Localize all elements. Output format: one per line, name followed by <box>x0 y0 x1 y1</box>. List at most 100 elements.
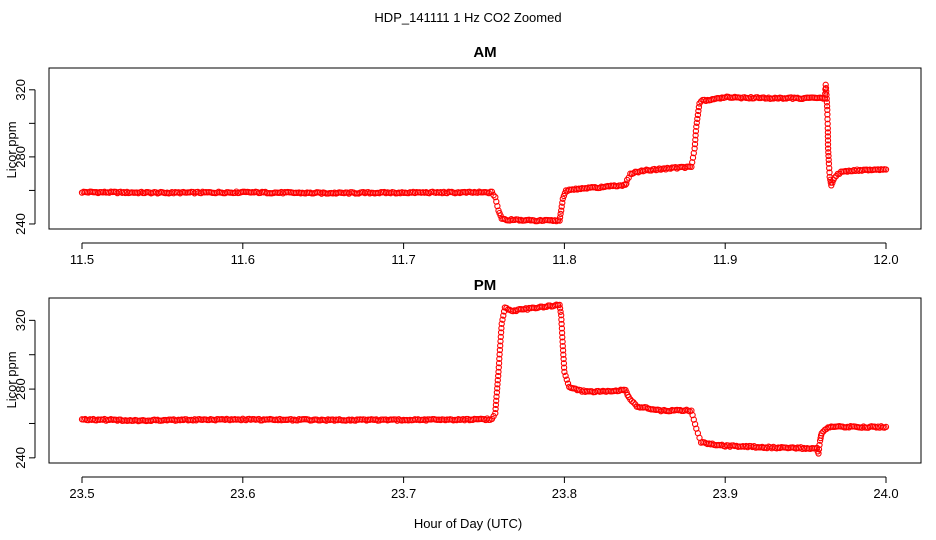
am-point <box>828 182 835 189</box>
am-point <box>824 145 832 152</box>
pm-point <box>493 389 501 396</box>
am-point <box>692 132 699 139</box>
pm-point <box>497 342 504 349</box>
pm-point <box>815 446 823 453</box>
am-panel: AM Licor ppm 11.5 11.6 11.7 11.8 11.9 12.0 240… <box>4 44 922 267</box>
am-point <box>825 152 832 160</box>
pm-point <box>500 312 507 319</box>
am-point <box>691 145 698 152</box>
pm-point <box>563 376 570 383</box>
am-point <box>824 120 831 127</box>
pm-point <box>560 355 567 363</box>
am-x-tick-label: 11.5 <box>70 252 94 267</box>
am-x-tick-label: 11.7 <box>391 252 415 267</box>
pm-point <box>499 316 506 323</box>
pm-point <box>816 441 823 449</box>
pm-point <box>818 430 825 437</box>
am-point <box>625 174 632 181</box>
pm-x-tick-label: 23.6 <box>230 486 255 501</box>
pm-point <box>495 372 502 380</box>
pm-point <box>558 325 566 332</box>
pm-point <box>564 380 572 387</box>
am-point <box>824 116 831 123</box>
pm-point <box>558 329 566 337</box>
am-point <box>694 111 702 119</box>
am-data-points <box>78 81 890 225</box>
pm-point <box>630 399 637 406</box>
pm-point <box>495 364 502 371</box>
am-point <box>694 115 701 123</box>
pm-point <box>503 304 510 312</box>
am-point <box>822 81 829 88</box>
pm-y-axis-label: Licor ppm <box>4 351 19 408</box>
pm-point <box>495 360 503 367</box>
pm-point <box>815 450 822 457</box>
pm-point <box>560 360 568 367</box>
pm-point <box>495 368 502 376</box>
pm-point <box>559 338 566 345</box>
am-point <box>825 149 832 156</box>
pm-point <box>628 398 636 405</box>
am-point <box>824 133 832 140</box>
pm-point <box>556 301 563 309</box>
am-y-tick-label: 280 <box>13 146 28 168</box>
am-point <box>824 125 831 132</box>
am-point <box>824 137 832 144</box>
am-point <box>695 103 703 111</box>
am-point <box>823 103 831 110</box>
pm-point <box>496 351 503 358</box>
pm-panel-title: PM <box>474 277 497 294</box>
am-point <box>692 127 700 135</box>
am-point <box>824 106 831 114</box>
am-point <box>823 95 830 102</box>
am-point <box>559 199 566 206</box>
am-point <box>488 188 496 195</box>
am-point <box>826 169 833 176</box>
x-axis-label: Hour of Day (UTC) <box>414 516 522 531</box>
pm-point <box>497 333 504 341</box>
am-point <box>558 203 565 210</box>
pm-y-tick-label: 280 <box>13 378 28 400</box>
pm-plot-frame <box>48 297 922 464</box>
am-point <box>691 140 699 148</box>
pm-point <box>558 312 565 319</box>
am-point <box>692 136 699 143</box>
pm-point <box>498 325 505 332</box>
pm-point <box>557 308 564 315</box>
pm-point <box>497 338 504 345</box>
pm-point <box>559 334 566 341</box>
pm-point <box>494 385 501 392</box>
pm-point <box>560 351 567 358</box>
am-point <box>825 160 833 167</box>
am-point <box>693 123 700 130</box>
am-point <box>556 217 563 224</box>
am-point <box>825 156 832 163</box>
figure-title: HDP_141111 1 Hz CO2 Zoomed <box>374 10 561 25</box>
pm-x-tick-label: 23.7 <box>391 486 416 501</box>
pm-point <box>882 423 890 431</box>
pm-x-tick-label: 24.0 <box>873 486 898 501</box>
am-y-axis-label: Licor ppm <box>4 121 19 178</box>
pm-point <box>492 405 499 413</box>
pm-point <box>496 346 504 354</box>
pm-y-tick-label: 240 <box>13 447 28 469</box>
am-point <box>882 166 890 173</box>
am-point <box>623 180 630 187</box>
pm-point <box>494 377 501 384</box>
am-y-tick-label: 240 <box>13 213 28 235</box>
am-point <box>558 207 565 214</box>
am-y-tick-label: 320 <box>13 79 28 101</box>
am-point <box>490 192 497 199</box>
am-point <box>560 192 568 200</box>
am-point <box>826 164 833 172</box>
am-panel-title: AM <box>473 44 496 61</box>
pm-point <box>492 401 500 409</box>
pm-point <box>561 368 568 376</box>
am-x-tick-label: 11.8 <box>552 252 576 267</box>
pm-point <box>558 320 565 328</box>
pm-x-tick-label: 23.5 <box>69 486 94 501</box>
pm-point <box>559 342 566 350</box>
pm-point <box>559 347 567 354</box>
am-point <box>823 91 830 98</box>
